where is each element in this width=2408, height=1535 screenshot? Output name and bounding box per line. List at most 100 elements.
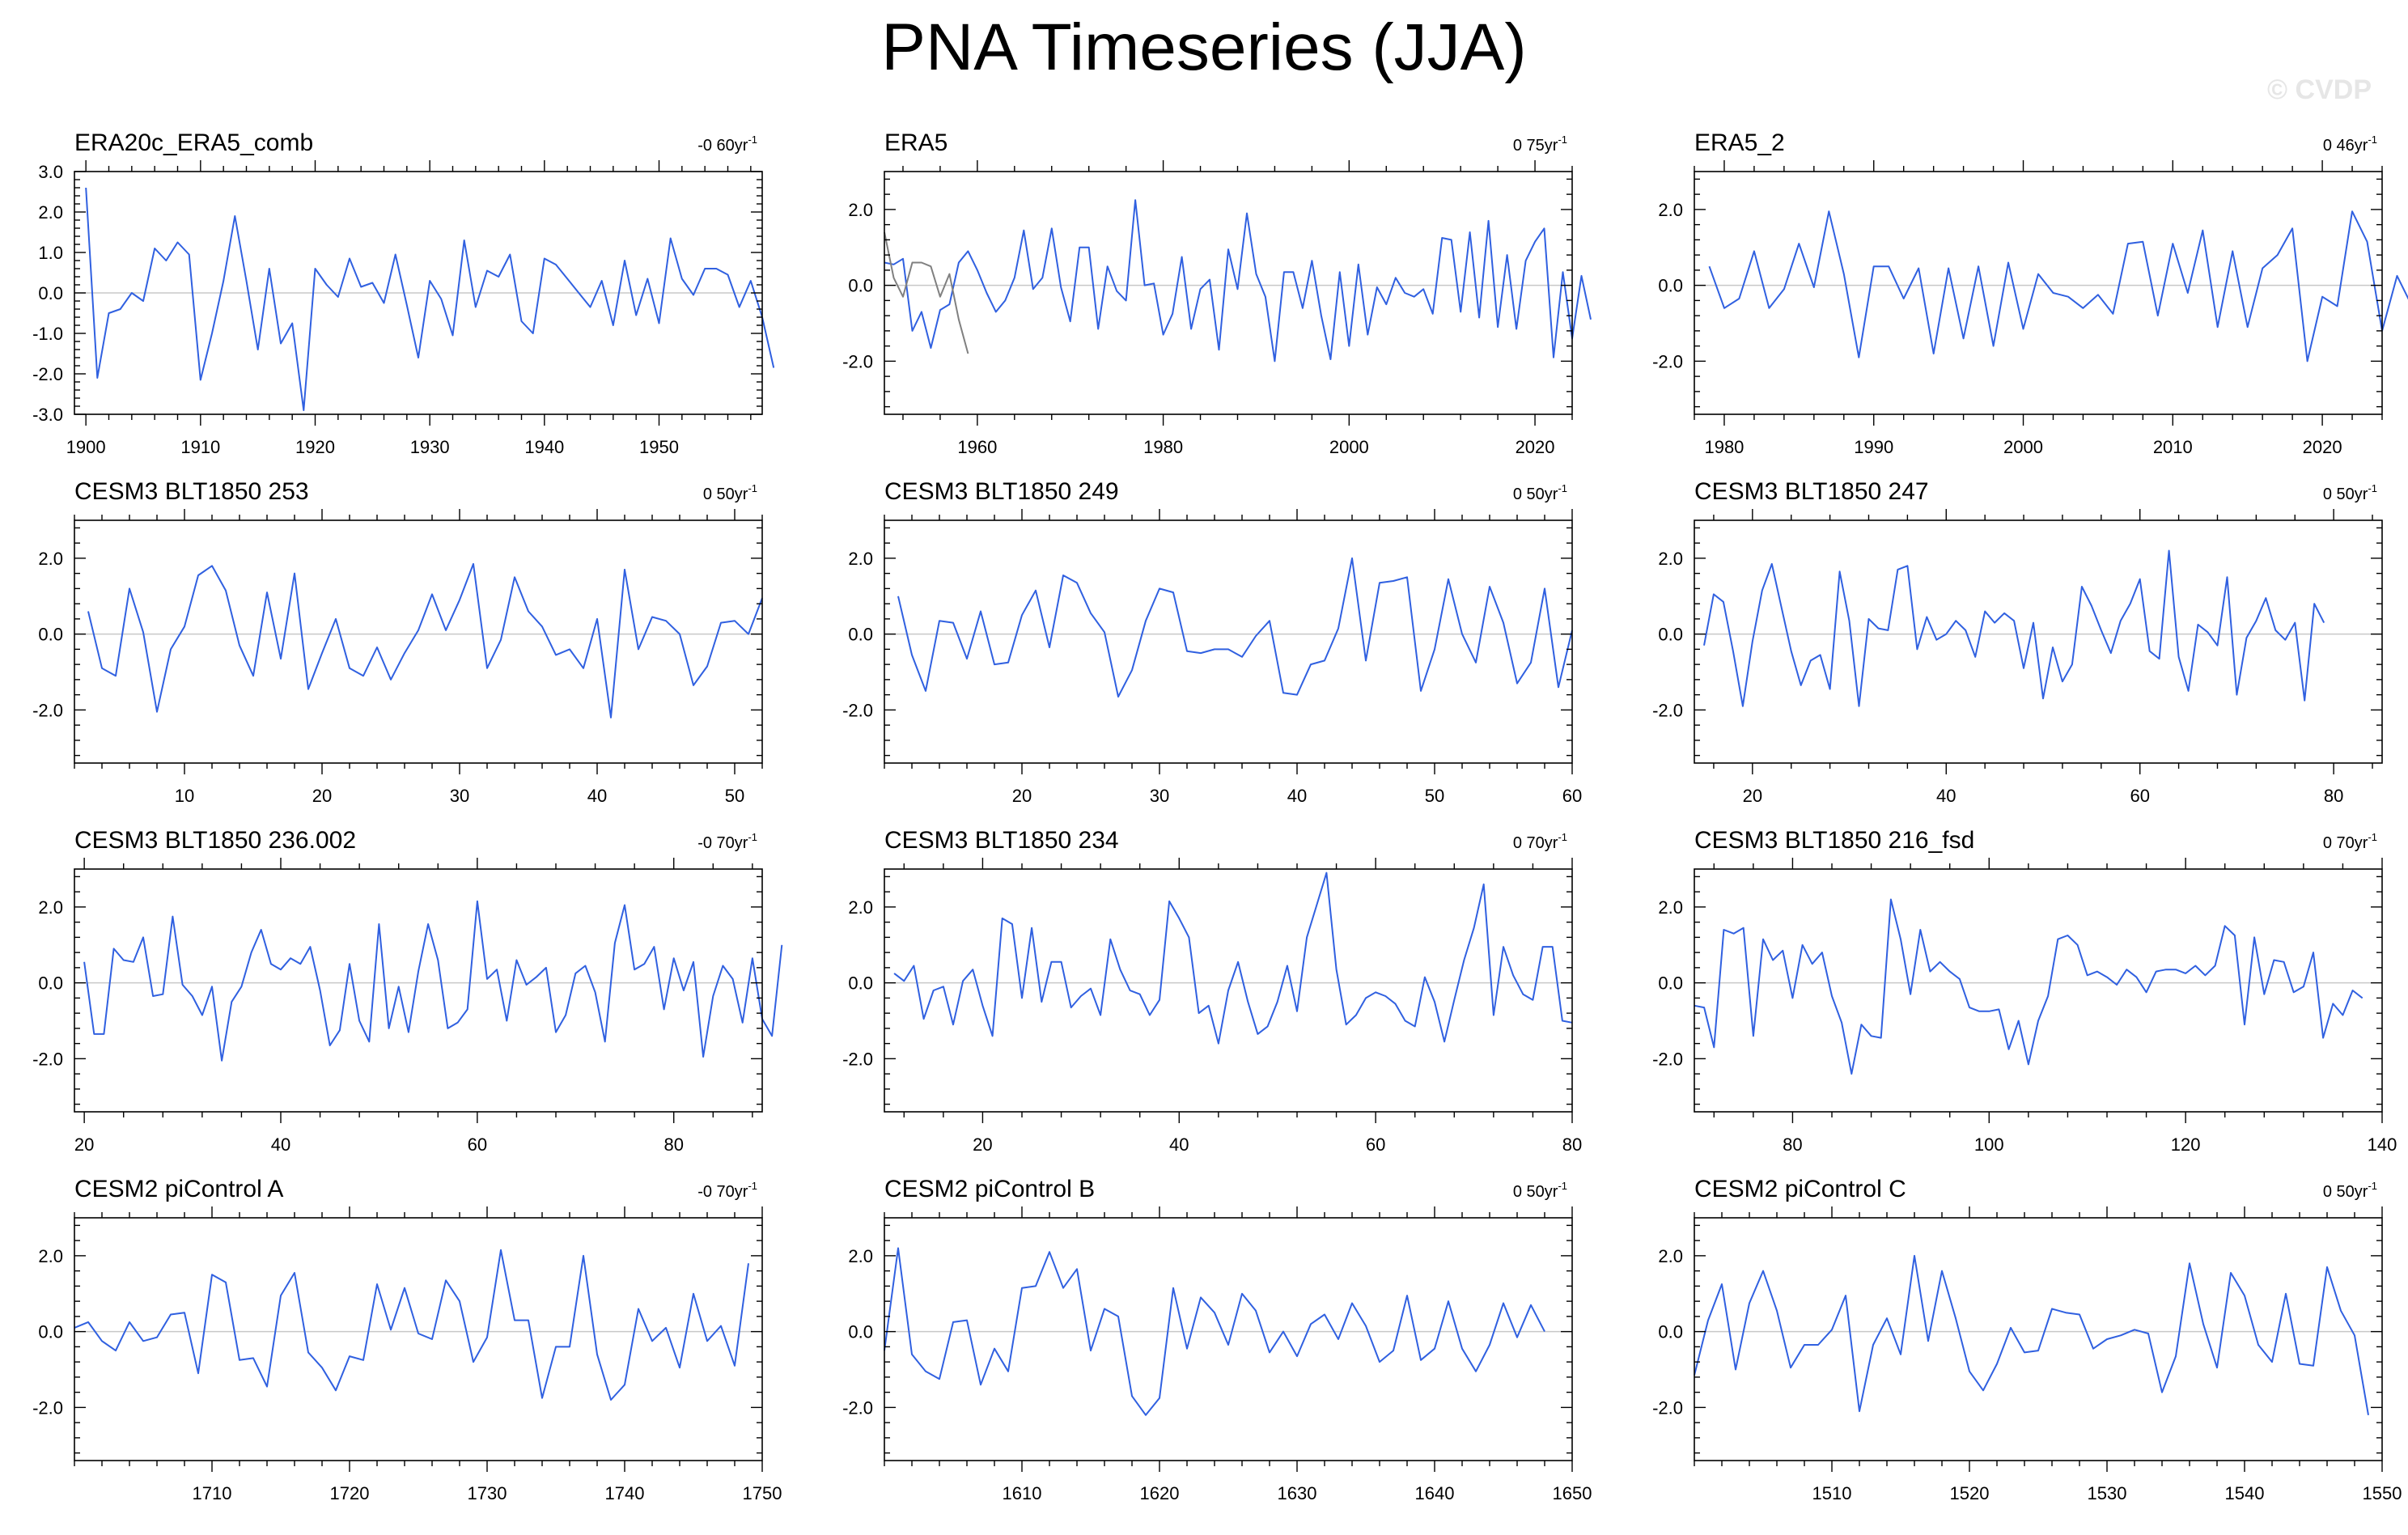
x-tick-label: 80 [1783, 1134, 1802, 1155]
x-tick-label: 1550 [2363, 1483, 2402, 1503]
x-tick-label: 1710 [193, 1483, 232, 1503]
chart-panel-5: -2.0 0.0 2.0 20 30 40 50 60 CESM3 BLT1850 249 0 5… [842, 478, 1582, 806]
trend-label: 0 50yr-1 [1513, 1180, 1567, 1201]
panel-title: CESM3 BLT1850 216_fsd [1694, 827, 1974, 854]
x-tick-label: 40 [271, 1134, 290, 1155]
x-tick-label: 40 [587, 786, 607, 806]
x-tick-label: 10 [175, 786, 194, 806]
x-tick-label: 60 [2130, 786, 2149, 806]
trend-label: 0 50yr-1 [1513, 482, 1567, 503]
plot-frame [884, 171, 1573, 415]
panel-title: ERA5_2 [1694, 129, 1785, 156]
y-tick-label: 2.0 [848, 1246, 873, 1266]
trend-label: 0 50yr-1 [2323, 1180, 2377, 1201]
x-tick-label: 1730 [468, 1483, 507, 1503]
trend-label: -0 70yr-1 [697, 831, 757, 852]
x-tick-label: 1620 [1140, 1483, 1180, 1503]
trend-label: 0 70yr-1 [2323, 831, 2377, 852]
x-tick-label: 1720 [330, 1483, 370, 1503]
y-tick-label: -2.0 [1652, 700, 1683, 720]
y-tick-label: 2.0 [38, 202, 63, 223]
y-tick-label: 0.0 [1658, 276, 1683, 296]
plot-frame [1694, 1217, 2383, 1461]
x-tick-label: 1990 [1854, 437, 1893, 457]
x-tick-label: 1610 [1003, 1483, 1042, 1503]
trend-exponent: -1 [1558, 831, 1567, 843]
plot-frame [884, 1217, 1573, 1461]
x-tick-label: 1980 [1143, 437, 1183, 457]
chart-panel-6: -2.0 0.0 2.0 20 40 60 80 CESM3 BLT1850 247 0 50y… [1652, 478, 2383, 806]
x-tick-label: 60 [1366, 1134, 1385, 1155]
y-tick-label: 2.0 [848, 897, 873, 918]
series-line [1694, 898, 2363, 1075]
y-tick-label: -2.0 [842, 351, 873, 371]
chart-panel-7: -2.0 0.0 2.0 20 40 60 80 CESM3 BLT1850 236.002 -… [32, 827, 783, 1155]
panel-title: CESM3 BLT1850 236.002 [74, 827, 356, 854]
chart-panel-3: -2.0 0.0 2.0 1980 1990 2000 2010 2020 ERA5_2 0 46… [1652, 129, 2408, 457]
chart-panel-10: -2.0 0.0 2.0 1710 1720 1730 1740 1750 CESM2 piCo… [32, 1176, 782, 1503]
trend-exponent: -1 [748, 1180, 757, 1192]
plot-frame [1694, 868, 2383, 1113]
x-tick-label: 2010 [2153, 437, 2193, 457]
series-line [74, 1249, 749, 1401]
chart-panel-2: -2.0 0.0 2.0 1960 1980 2000 2020 ERA5 0 75yr-1 [842, 129, 1592, 457]
chart-panel-8: -2.0 0.0 2.0 20 40 60 80 CESM3 BLT1850 234 0 70y… [842, 827, 1582, 1155]
trend-label: 0 50yr-1 [703, 482, 757, 503]
y-tick-label: 0.0 [38, 625, 63, 645]
y-tick-label: -2.0 [1652, 351, 1683, 371]
plot-frame [884, 868, 1573, 1113]
y-tick-label: 2.0 [38, 1246, 63, 1266]
series-line [897, 557, 1573, 698]
plot-frame [884, 519, 1573, 764]
series-line [85, 187, 775, 411]
panel-title: CESM2 piControl B [884, 1176, 1095, 1202]
series-line [893, 871, 1573, 1045]
y-tick-label: 0.0 [1658, 973, 1683, 994]
panel-title: CESM3 BLT1850 234 [884, 827, 1119, 854]
y-tick-label: 0.0 [848, 276, 873, 296]
panel-title: CESM2 piControl C [1694, 1176, 1906, 1202]
trend-exponent: -1 [2368, 831, 2377, 843]
y-tick-label: 2.0 [38, 549, 63, 569]
x-tick-label: 1920 [295, 437, 335, 457]
x-tick-label: 2020 [2303, 437, 2342, 457]
trend-label: 0 46yr-1 [2323, 134, 2377, 155]
y-tick-label: -2.0 [32, 1049, 63, 1069]
trend-exponent: -1 [748, 482, 757, 494]
y-tick-label: 0.0 [848, 1322, 873, 1342]
chart-panel-1: -3.0 -2.0 -1.0 0.0 1.0 2.0 3.0 1900 1910 1920 1930… [32, 129, 775, 457]
trend-label: 0 50yr-1 [2323, 482, 2377, 503]
y-tick-label: -2.0 [842, 1049, 873, 1069]
x-tick-label: 20 [1012, 786, 1032, 806]
x-tick-label: 1640 [1415, 1483, 1455, 1503]
trend-exponent: -1 [2368, 134, 2377, 146]
y-tick-label: 0.0 [1658, 625, 1683, 645]
series-line [1703, 549, 2325, 707]
series-line [1708, 210, 2408, 363]
trend-label: 0 70yr-1 [1513, 831, 1567, 852]
x-tick-label: 80 [2324, 786, 2343, 806]
chart-panel-11: -2.0 0.0 2.0 1610 1620 1630 1640 1650 CESM2 piCo… [842, 1176, 1592, 1503]
x-tick-label: 1910 [180, 437, 220, 457]
x-tick-label: 40 [1169, 1134, 1189, 1155]
panel-title: CESM3 BLT1850 253 [74, 478, 309, 505]
x-tick-label: 60 [1562, 786, 1582, 806]
plot-frame [74, 519, 763, 764]
x-tick-label: 1510 [1812, 1483, 1852, 1503]
trend-exponent: -1 [748, 831, 757, 843]
y-tick-label: -1.0 [32, 324, 63, 344]
chart-panel-9: -2.0 0.0 2.0 80 100 120 140 CESM3 BLT1850 216_f… [1652, 827, 2397, 1155]
series-line-early [884, 231, 969, 354]
x-tick-label: 1630 [1278, 1483, 1317, 1503]
x-tick-label: 50 [725, 786, 744, 806]
y-tick-label: -2.0 [1652, 1397, 1683, 1418]
plot-frame [1694, 171, 2383, 415]
panel-title: CESM3 BLT1850 247 [1694, 478, 1929, 505]
y-tick-label: 0.0 [848, 973, 873, 994]
trend-label: -0 60yr-1 [697, 134, 757, 155]
series-line [884, 199, 1592, 363]
x-tick-label: 30 [1150, 786, 1169, 806]
x-tick-label: 2000 [1329, 437, 1369, 457]
x-tick-label: 20 [312, 786, 332, 806]
trend-exponent: -1 [2368, 482, 2377, 494]
